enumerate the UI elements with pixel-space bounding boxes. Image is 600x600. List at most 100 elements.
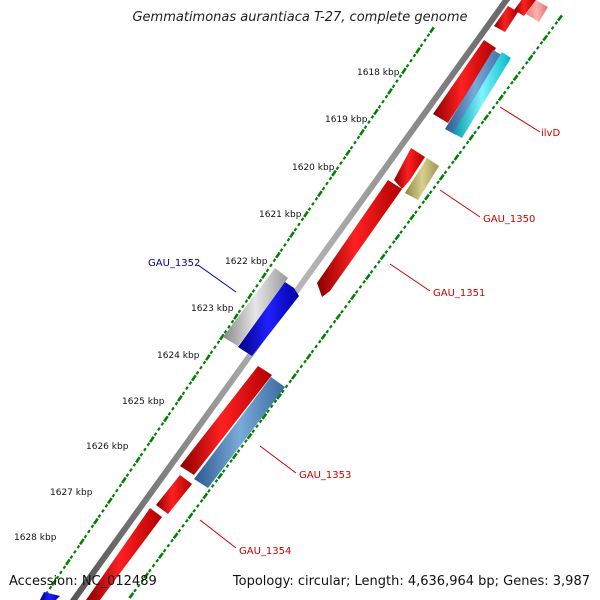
gene-arrow-gau-1353-blue[interactable] (194, 377, 285, 488)
ring-tick (258, 278, 263, 283)
gene-arrow-ilvd[interactable] (433, 40, 496, 123)
ring-tick (521, 65, 525, 70)
ring-tick (55, 575, 60, 580)
ring-tick (362, 279, 366, 284)
ring-tick (329, 324, 333, 329)
ring-tick (177, 528, 182, 533)
ring-tick (350, 293, 357, 301)
ring-tick (181, 523, 185, 528)
ring-tick (79, 538, 85, 546)
ring-tick (251, 429, 256, 434)
ring-tick (364, 273, 371, 281)
ring-tick (210, 484, 215, 488)
ring-tick (289, 231, 295, 239)
tick-label: 1619 kbp (325, 115, 368, 125)
gene-arrow[interactable] (156, 475, 192, 514)
gene-label-gau-1354[interactable]: GAU_1354 (239, 546, 291, 557)
gene-arrow-gau-1351[interactable] (317, 180, 402, 297)
ring-tick (321, 186, 326, 191)
tick-label: 1624 kbp (157, 351, 200, 361)
ring-tick (462, 145, 466, 150)
ring-tick (151, 563, 156, 568)
ring-tick (339, 161, 343, 165)
ring-tick (163, 415, 169, 423)
ring-tick (524, 60, 529, 65)
gene-arrow-gau-1352-grey[interactable] (223, 268, 288, 346)
ring-tick (279, 248, 284, 252)
tick-label-group: 1618 kbp 1619 kbp 1620 kbp 1621 kbp 1622… (14, 68, 400, 543)
ring-tick (550, 26, 555, 30)
ring-tick (325, 329, 330, 334)
ring-tick (213, 345, 217, 350)
ring-tick (353, 140, 357, 145)
ring-tick (276, 393, 283, 400)
ring-tick (527, 54, 534, 62)
ring-tick (240, 444, 245, 449)
ring-tick (497, 94, 504, 101)
ring-tick (317, 339, 322, 344)
ring-tick (447, 165, 451, 170)
ring-tick (387, 88, 393, 95)
gene-arrow[interactable] (394, 148, 425, 189)
gene-labels: ilvD GAU_1350 GAU_1351 GAU_1352 GAU_1353… (148, 128, 560, 557)
ring-tick (104, 503, 109, 508)
ring-tick (184, 518, 189, 523)
gene-arrow-steel[interactable] (445, 50, 505, 135)
gene-arrow[interactable] (494, 6, 518, 32)
gene-label-gau-1350[interactable]: GAU_1350 (483, 214, 535, 225)
ring-tick (69, 555, 74, 559)
ring-tick (132, 462, 137, 467)
ring-tick (295, 369, 300, 374)
tick-label: 1618 kbp (357, 68, 400, 78)
ring-tick (216, 340, 221, 345)
ring-tick (153, 432, 158, 437)
ring-tick (185, 386, 189, 391)
ring-tick (342, 155, 347, 160)
ring-tick (458, 150, 463, 155)
ring-tick (465, 140, 470, 145)
outer-tick-ring (41, 26, 435, 600)
gene-arrow-gau-1350[interactable] (405, 158, 439, 200)
gene-arrow[interactable] (40, 592, 60, 600)
ring-tick (480, 120, 485, 125)
gene-label-gau-1351[interactable]: GAU_1351 (433, 288, 485, 299)
ring-tick (347, 299, 352, 304)
ring-tick (297, 222, 301, 227)
gene-arrow-gau-1353[interactable] (180, 366, 272, 475)
ring-tick (310, 349, 315, 354)
gene-arrow[interactable] (514, 0, 536, 16)
ring-tick (219, 333, 225, 341)
ring-tick (436, 180, 440, 185)
gene-label-ilvd[interactable]: ilvD (541, 128, 560, 139)
ring-tick (343, 304, 348, 309)
ring-tick (300, 217, 305, 222)
minus-strand-features (40, 0, 548, 600)
ring-tick (359, 128, 365, 136)
ring-tick (283, 242, 287, 247)
ring-tick (370, 115, 375, 119)
ring-tick (288, 379, 293, 384)
ring-tick (133, 588, 137, 593)
gene-arrow-cyan[interactable] (453, 52, 511, 138)
ring-tick (417, 205, 422, 210)
tick-label: 1620 kbp (292, 163, 335, 173)
ring-tick (97, 514, 102, 519)
ring-tick (406, 220, 411, 225)
gene-label-gau-1353[interactable]: GAU_1353 (299, 470, 351, 481)
gene-arrow-gau-1352[interactable] (238, 282, 299, 356)
gene-arrow-gau-1354[interactable] (86, 508, 162, 600)
ring-tick (286, 237, 291, 242)
ring-tick (299, 364, 304, 369)
ring-tick (317, 190, 323, 198)
ring-tick (48, 585, 53, 590)
ring-tick (415, 47, 421, 54)
ring-tick (51, 579, 57, 587)
gene-arrow[interactable] (526, 0, 548, 22)
gene-label-gau-1352[interactable]: GAU_1352 (148, 258, 200, 269)
ring-tick (115, 488, 119, 493)
ring-tick (414, 210, 418, 215)
ring-tick (231, 452, 238, 460)
ring-tick (547, 30, 551, 35)
ring-tick (284, 384, 289, 389)
ring-tick (542, 34, 549, 42)
